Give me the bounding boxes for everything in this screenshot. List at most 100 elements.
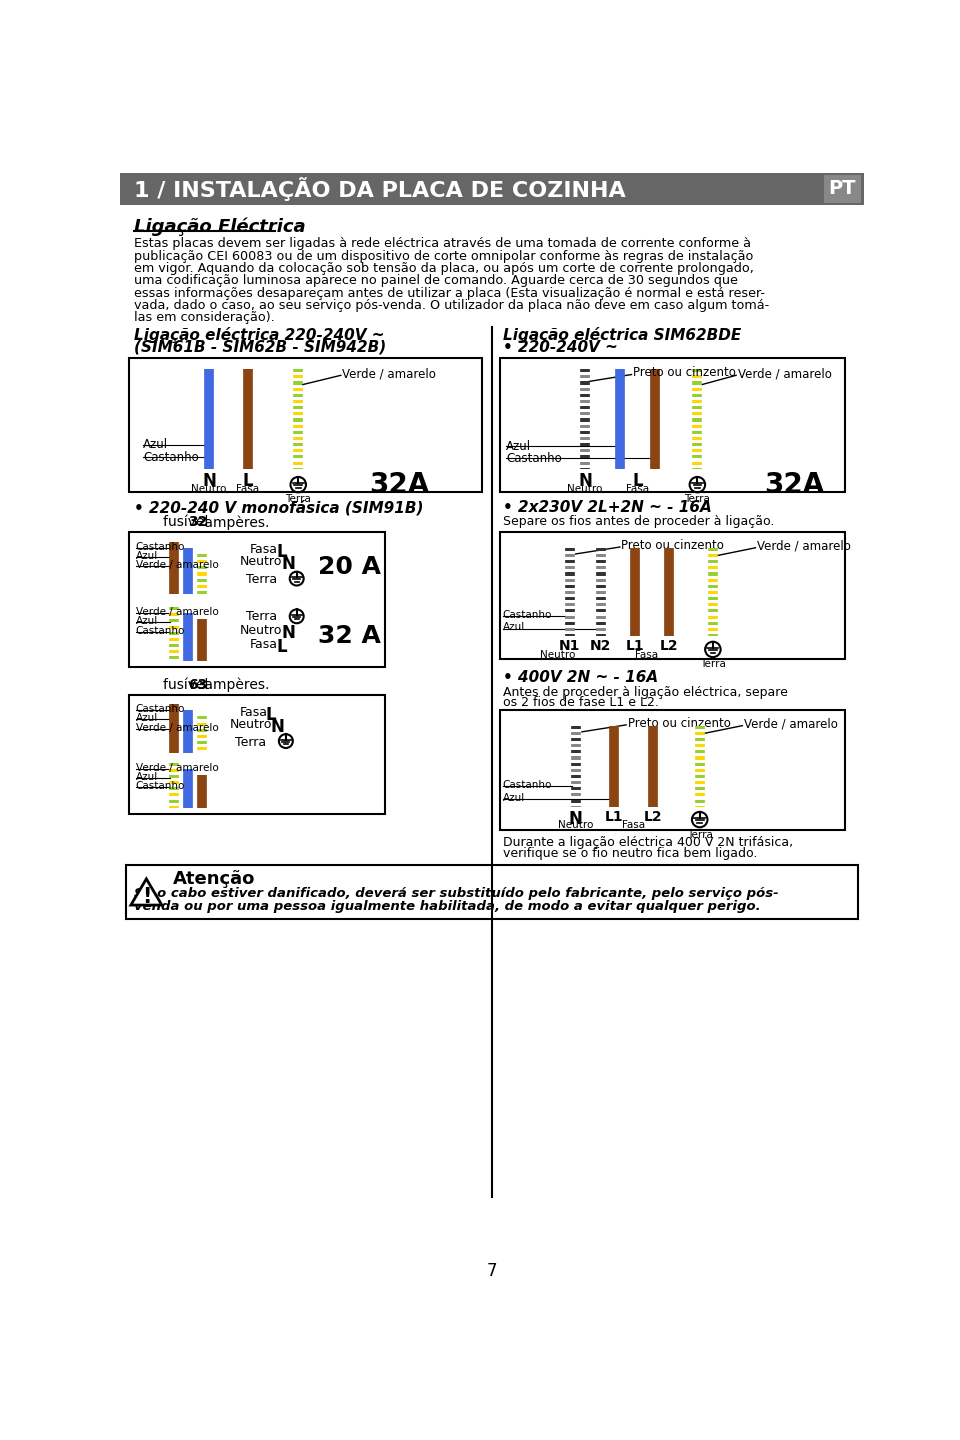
Text: Neutro: Neutro	[240, 556, 282, 569]
Text: Verde / amarelo: Verde / amarelo	[135, 723, 218, 733]
Bar	[130, 696, 385, 814]
Text: os 2 fios de fase L1 e L2.: os 2 fios de fase L1 e L2.	[503, 697, 659, 710]
Polygon shape	[131, 878, 162, 906]
Text: verifique se o fio neutro fica bem ligado.: verifique se o fio neutro fica bem ligad…	[503, 847, 757, 860]
Text: Terra: Terra	[234, 736, 266, 749]
Text: Terra: Terra	[686, 829, 712, 840]
Text: ampères.: ampères.	[200, 516, 269, 530]
Text: Fasa: Fasa	[251, 543, 278, 556]
Text: Azul: Azul	[506, 441, 531, 454]
Text: L2: L2	[644, 809, 662, 824]
Text: L: L	[243, 472, 253, 491]
Text: L1: L1	[605, 809, 624, 824]
Text: L1: L1	[626, 639, 645, 654]
Text: Neutro: Neutro	[567, 484, 603, 494]
Text: Castanho: Castanho	[135, 704, 185, 714]
Text: Azul: Azul	[503, 622, 525, 632]
Text: Separe os fios antes de proceder à ligação.: Separe os fios antes de proceder à ligaç…	[503, 516, 774, 528]
Text: Fasa: Fasa	[622, 821, 645, 831]
Text: 7: 7	[487, 1263, 497, 1280]
Text: Castanho: Castanho	[503, 780, 552, 791]
Text: Durante a ligação eléctrica 400 V 2N trifásica,: Durante a ligação eléctrica 400 V 2N tri…	[503, 835, 793, 848]
Text: Azul: Azul	[135, 713, 157, 723]
Text: essas informações desapareçam antes de utilizar a placa (Esta visualização é nor: essas informações desapareçam antes de u…	[134, 287, 765, 300]
Text: L: L	[276, 543, 287, 562]
Text: Verde / amarelo: Verde / amarelo	[744, 717, 838, 730]
Text: las em consideração).: las em consideração).	[134, 311, 275, 324]
Text: Castanho: Castanho	[135, 541, 185, 552]
Bar	[824, 176, 861, 203]
Text: • 2x230V 2L+2N ~ - 16A: • 2x230V 2L+2N ~ - 16A	[503, 500, 711, 516]
Bar	[500, 357, 845, 492]
Text: ampères.: ampères.	[200, 678, 269, 693]
Text: N: N	[578, 472, 592, 491]
Text: PT: PT	[828, 180, 856, 199]
Text: Preto ou cinzento: Preto ou cinzento	[633, 367, 736, 380]
Text: Preto ou cinzento: Preto ou cinzento	[628, 717, 731, 730]
Text: Ligação eléctrica SIM62BDE: Ligação eléctrica SIM62BDE	[503, 327, 741, 343]
Text: • 220-240 V monofásica (SIM91B): • 220-240 V monofásica (SIM91B)	[134, 500, 423, 516]
Text: N: N	[281, 624, 295, 642]
Bar	[500, 710, 845, 829]
Text: 32 A: 32 A	[318, 624, 380, 648]
Text: Fasa: Fasa	[626, 484, 649, 494]
Text: Terra: Terra	[246, 611, 276, 624]
Text: N1: N1	[559, 639, 580, 654]
Text: Verde / amarelo: Verde / amarelo	[135, 608, 218, 618]
Text: N: N	[281, 556, 295, 573]
Text: uma codificação luminosa aparece no painel de comando. Aguarde cerca de 30 segun: uma codificação luminosa aparece no pain…	[134, 275, 738, 288]
Text: Verde / amarelo: Verde / amarelo	[135, 763, 218, 773]
Bar	[120, 173, 864, 204]
Text: L: L	[266, 706, 276, 724]
Text: N: N	[203, 472, 216, 491]
Text: fusível: fusível	[162, 516, 212, 530]
Text: Castanho: Castanho	[143, 451, 199, 464]
Text: Verde / amarelo: Verde / amarelo	[757, 540, 851, 553]
Text: N: N	[271, 719, 284, 736]
Text: vada, dado o caso, ao seu serviço pós-venda. O utilizador da placa não deve em c: vada, dado o caso, ao seu serviço pós-ve…	[134, 300, 769, 312]
Text: Castanho: Castanho	[506, 452, 562, 465]
Text: Preto ou cinzento: Preto ou cinzento	[621, 539, 724, 552]
Text: L2: L2	[660, 639, 678, 654]
Bar	[126, 865, 858, 919]
Text: Ligação eléctrica 220-240V ~: Ligação eléctrica 220-240V ~	[134, 327, 384, 343]
Text: Fasa: Fasa	[251, 638, 278, 651]
Text: Azul: Azul	[135, 616, 157, 626]
Text: N: N	[568, 809, 583, 828]
Text: 1 / INSTALAÇÃO DA PLACA DE COZINHA: 1 / INSTALAÇÃO DA PLACA DE COZINHA	[134, 177, 626, 202]
Text: Verde / amarelo: Verde / amarelo	[343, 367, 436, 380]
Text: Fasa: Fasa	[236, 484, 259, 494]
Text: Castanho: Castanho	[135, 625, 185, 635]
Text: 32: 32	[188, 516, 207, 530]
Text: L: L	[276, 638, 287, 655]
Text: Neutro: Neutro	[230, 719, 273, 732]
Bar	[130, 357, 482, 492]
Text: Azul: Azul	[135, 772, 157, 782]
Text: !: !	[142, 887, 151, 907]
Text: Fasa: Fasa	[635, 651, 658, 660]
Text: Fasa: Fasa	[240, 706, 268, 719]
Text: Neutro: Neutro	[540, 651, 576, 660]
Bar	[130, 533, 385, 667]
Text: Estas placas devem ser ligadas à rede eléctrica através de uma tomada de corrent: Estas placas devem ser ligadas à rede el…	[134, 238, 751, 251]
Text: Azul: Azul	[503, 792, 525, 802]
Text: Terra: Terra	[246, 573, 276, 586]
Text: publicação CEI 60083 ou de um dispositivo de corte omnipolar conforme às regras : publicação CEI 60083 ou de um dispositiv…	[134, 249, 754, 262]
Text: Verde / amarelo: Verde / amarelo	[135, 560, 218, 570]
Text: Terra: Terra	[285, 494, 311, 504]
Text: Neutro: Neutro	[191, 484, 227, 494]
Text: 63: 63	[188, 678, 207, 691]
Text: L: L	[633, 472, 643, 491]
Text: 32A: 32A	[369, 471, 429, 498]
Text: Castanho: Castanho	[135, 780, 185, 791]
Text: Azul: Azul	[143, 438, 168, 452]
Text: Antes de proceder à ligação eléctrica, separe: Antes de proceder à ligação eléctrica, s…	[503, 685, 788, 698]
Text: Neutro: Neutro	[240, 624, 282, 636]
Text: Ligação Eléctrica: Ligação Eléctrica	[134, 217, 305, 236]
Text: Castanho: Castanho	[503, 611, 552, 621]
Text: Atenção: Atenção	[173, 870, 255, 888]
Text: fusível: fusível	[162, 678, 212, 691]
Text: Se o cabo estiver danificado, deverá ser substituído pelo fabricante, pelo servi: Se o cabo estiver danificado, deverá ser…	[134, 887, 779, 900]
Text: N2: N2	[589, 639, 612, 654]
Text: Azul: Azul	[135, 552, 157, 560]
